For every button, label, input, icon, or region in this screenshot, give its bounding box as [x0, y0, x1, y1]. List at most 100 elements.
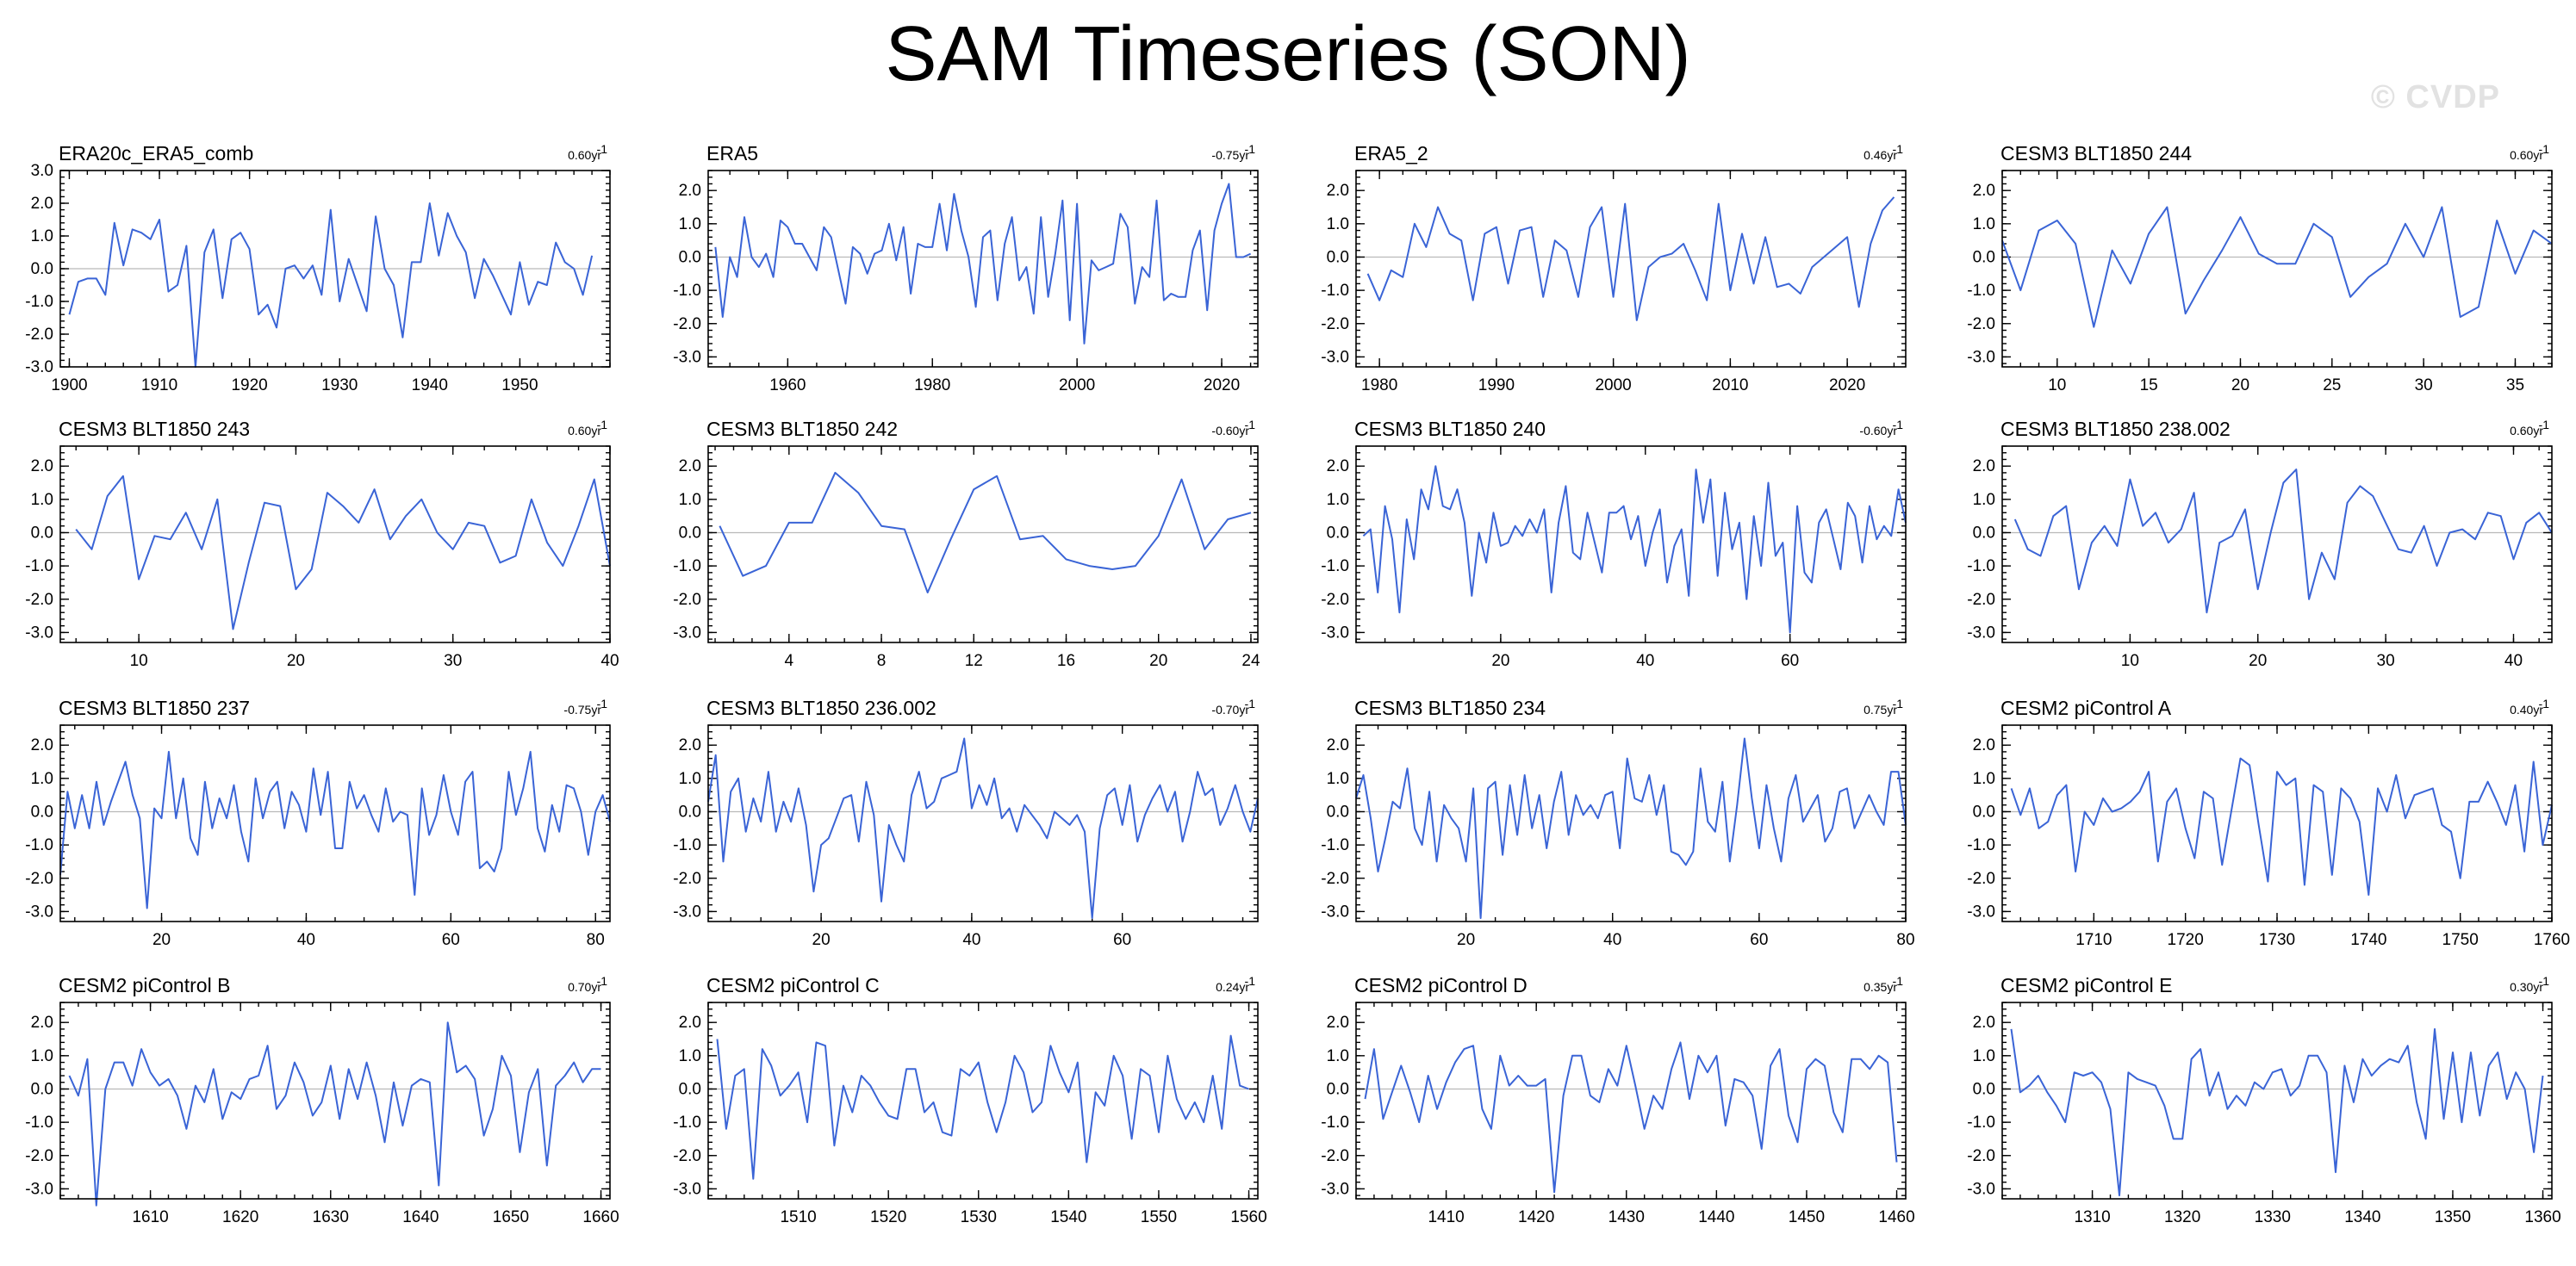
y-tick-label: 1.0 — [1973, 1047, 1995, 1065]
plot-frame — [59, 170, 611, 368]
y-tick-label: 1.0 — [1327, 215, 1349, 233]
plot-frame — [59, 724, 611, 922]
x-tick-label: 2000 — [1595, 376, 1631, 394]
trend-label: 0.60yr — [2510, 424, 2543, 438]
y-tick-label: -1.0 — [1967, 1114, 1995, 1132]
x-tick-label: 1640 — [402, 1208, 439, 1226]
x-tick-label: 20 — [2231, 376, 2249, 394]
y-tick-label: -1.0 — [1321, 557, 1349, 575]
series-line — [707, 737, 1259, 920]
chart-panel: CESM2 piControl B 0.70yr-1 -3.0 -2.0 -1.0 0.0… — [25, 974, 619, 1226]
chart-panel: CESM3 BLT1850 237 -0.75yr-1 -3.0 -2.0 -1.0 0.… — [25, 697, 611, 949]
y-tick-label: 0.0 — [1327, 524, 1349, 542]
y-tick-label: -3.0 — [673, 903, 701, 921]
y-tick-label: -2.0 — [25, 591, 53, 609]
y-tick-label: -3.0 — [1321, 1180, 1349, 1198]
y-tick-label: 2.0 — [1973, 736, 1995, 754]
y-tick-label: 2.0 — [31, 1014, 53, 1032]
x-tick-label: 10 — [2048, 376, 2066, 394]
plot-frame — [59, 1002, 611, 1200]
plot-frame — [2001, 445, 2553, 643]
y-tick-label: -2.0 — [25, 1147, 53, 1165]
x-tick-label: 1720 — [2168, 931, 2204, 949]
x-tick-label: 1630 — [313, 1208, 349, 1226]
trend-label: 0.60yr — [2510, 148, 2543, 162]
y-tick-label: 0.0 — [31, 1080, 53, 1098]
panel-title: CESM2 piControl E — [2000, 974, 2172, 996]
trend-label: 0.40yr — [2510, 703, 2543, 717]
chart-panel: CESM3 BLT1850 243 0.60yr-1 -3.0 -2.0 -1.0 0.0… — [25, 418, 619, 670]
panel-title: CESM3 BLT1850 242 — [706, 418, 898, 440]
trend-label: -0.60yr — [1211, 424, 1249, 438]
y-tick-label: -3.0 — [1321, 348, 1349, 366]
y-tick-label: -3.0 — [25, 624, 53, 642]
y-tick-label: 0.0 — [679, 524, 701, 542]
y-tick-label: 0.0 — [1973, 248, 1995, 266]
panel-title: ERA5 — [706, 142, 758, 164]
x-tick-label: 40 — [600, 652, 619, 670]
chart-panel: CESM2 piControl C 0.24yr-1 -3.0 -2.0 -1.0 0.0… — [673, 974, 1266, 1226]
trend-exponent: -1 — [1245, 418, 1256, 431]
x-tick-label: 1360 — [2524, 1208, 2560, 1226]
x-tick-label: 60 — [1781, 652, 1799, 670]
y-tick-label: 0.0 — [31, 260, 53, 278]
y-tick-label: 1.0 — [679, 215, 701, 233]
x-tick-label: 20 — [1149, 652, 1167, 670]
y-tick-label: 2.0 — [1327, 457, 1349, 475]
chart-panel: CESM3 BLT1850 238.002 0.60yr-1 -3.0 -2.0 -1.… — [1967, 418, 2553, 670]
y-tick-label: 2.0 — [1327, 736, 1349, 754]
plot-frame — [2001, 724, 2553, 922]
y-tick-label: 2.0 — [679, 457, 701, 475]
y-tick-label: 2.0 — [679, 1014, 701, 1032]
y-tick-label: -2.0 — [1967, 1147, 1995, 1165]
plot-frame — [707, 724, 1259, 922]
x-tick-label: 40 — [1636, 652, 1654, 670]
x-tick-label: 1330 — [2255, 1208, 2291, 1226]
chart-panel: ERA20c_ERA5_comb 0.60yr-1 -3.0 -2.0 -1.0 0.0 1… — [25, 142, 611, 394]
x-tick-label: 20 — [152, 931, 171, 949]
panel-title: CESM3 BLT1850 244 — [2000, 142, 2192, 164]
x-tick-label: 35 — [2506, 376, 2524, 394]
y-tick-label: 0.0 — [1327, 1080, 1349, 1098]
x-tick-label: 1520 — [870, 1208, 906, 1226]
y-tick-label: -2.0 — [1967, 315, 1995, 333]
y-tick-label: -3.0 — [673, 1180, 701, 1198]
y-tick-label: -1.0 — [1321, 282, 1349, 300]
panel-title: CESM2 piControl B — [59, 974, 230, 996]
x-tick-label: 80 — [1896, 931, 1914, 949]
trend-exponent: -1 — [2539, 142, 2550, 156]
x-tick-label: 1620 — [222, 1208, 258, 1226]
trend-label: -0.70yr — [1211, 703, 1249, 717]
trend-exponent: -1 — [1893, 974, 1904, 988]
y-tick-label: -2.0 — [1321, 591, 1349, 609]
x-tick-label: 30 — [2377, 652, 2395, 670]
trend-label: -0.60yr — [1859, 424, 1897, 438]
plot-frame — [707, 170, 1259, 368]
y-tick-label: 1.0 — [1973, 770, 1995, 788]
y-tick-label: 2.0 — [1973, 457, 1995, 475]
y-tick-label: -1.0 — [1321, 836, 1349, 854]
y-tick-label: -3.0 — [25, 1180, 53, 1198]
y-tick-label: -1.0 — [673, 836, 701, 854]
x-tick-label: 1990 — [1478, 376, 1515, 394]
series-line — [68, 1021, 601, 1207]
x-tick-label: 1410 — [1428, 1208, 1464, 1226]
x-tick-label: 1650 — [493, 1208, 529, 1226]
x-tick-label: 1560 — [1230, 1208, 1266, 1226]
series-line — [2013, 469, 2553, 614]
plot-frame — [707, 1002, 1259, 1200]
trend-exponent: -1 — [2539, 974, 2550, 988]
y-tick-label: -2.0 — [673, 591, 701, 609]
trend-label: -0.75yr — [1211, 148, 1249, 162]
y-tick-label: 1.0 — [1973, 215, 1995, 233]
trend-exponent: -1 — [1893, 697, 1904, 711]
x-tick-label: 16 — [1057, 652, 1075, 670]
y-tick-label: -3.0 — [1967, 903, 1995, 921]
y-tick-label: -3.0 — [1321, 903, 1349, 921]
panel-title: CESM3 BLT1850 236.002 — [706, 697, 936, 719]
trend-label: 0.46yr — [1864, 148, 1897, 162]
y-tick-label: -2.0 — [1967, 591, 1995, 609]
y-tick-label: -2.0 — [1321, 1147, 1349, 1165]
y-tick-label: 1.0 — [679, 1047, 701, 1065]
y-tick-label: 0.0 — [1973, 803, 1995, 821]
